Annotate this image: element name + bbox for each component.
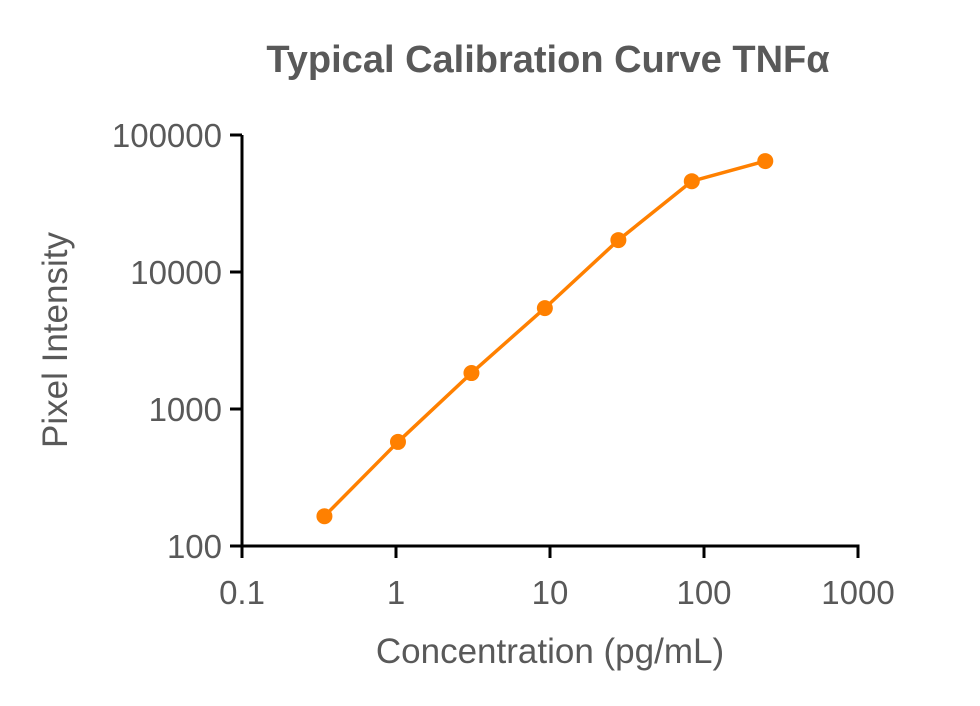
y-axis-label: Pixel Intensity <box>36 232 75 448</box>
x-tick-label: 1 <box>387 574 405 611</box>
x-tick-label: 100 <box>676 574 731 611</box>
x-tick-label: 10 <box>532 574 569 611</box>
data-point <box>536 300 553 317</box>
data-point <box>389 433 406 450</box>
y-tick-label: 10000 <box>130 254 222 291</box>
series-line <box>323 159 766 518</box>
y-tick-label: 100000 <box>112 117 222 154</box>
data-point <box>610 232 627 249</box>
data-point <box>757 153 774 170</box>
y-tick-label: 100 <box>167 528 222 565</box>
x-tick-label: 0.1 <box>219 574 265 611</box>
y-tick-label: 1000 <box>149 391 222 428</box>
data-point <box>316 508 333 525</box>
data-point <box>683 173 700 190</box>
x-tick-label: 1000 <box>821 574 894 611</box>
x-axis-label: Concentration (pg/mL) <box>376 632 724 671</box>
data-point <box>463 365 480 382</box>
chart-title: Typical Calibration Curve TNFα <box>266 39 829 81</box>
